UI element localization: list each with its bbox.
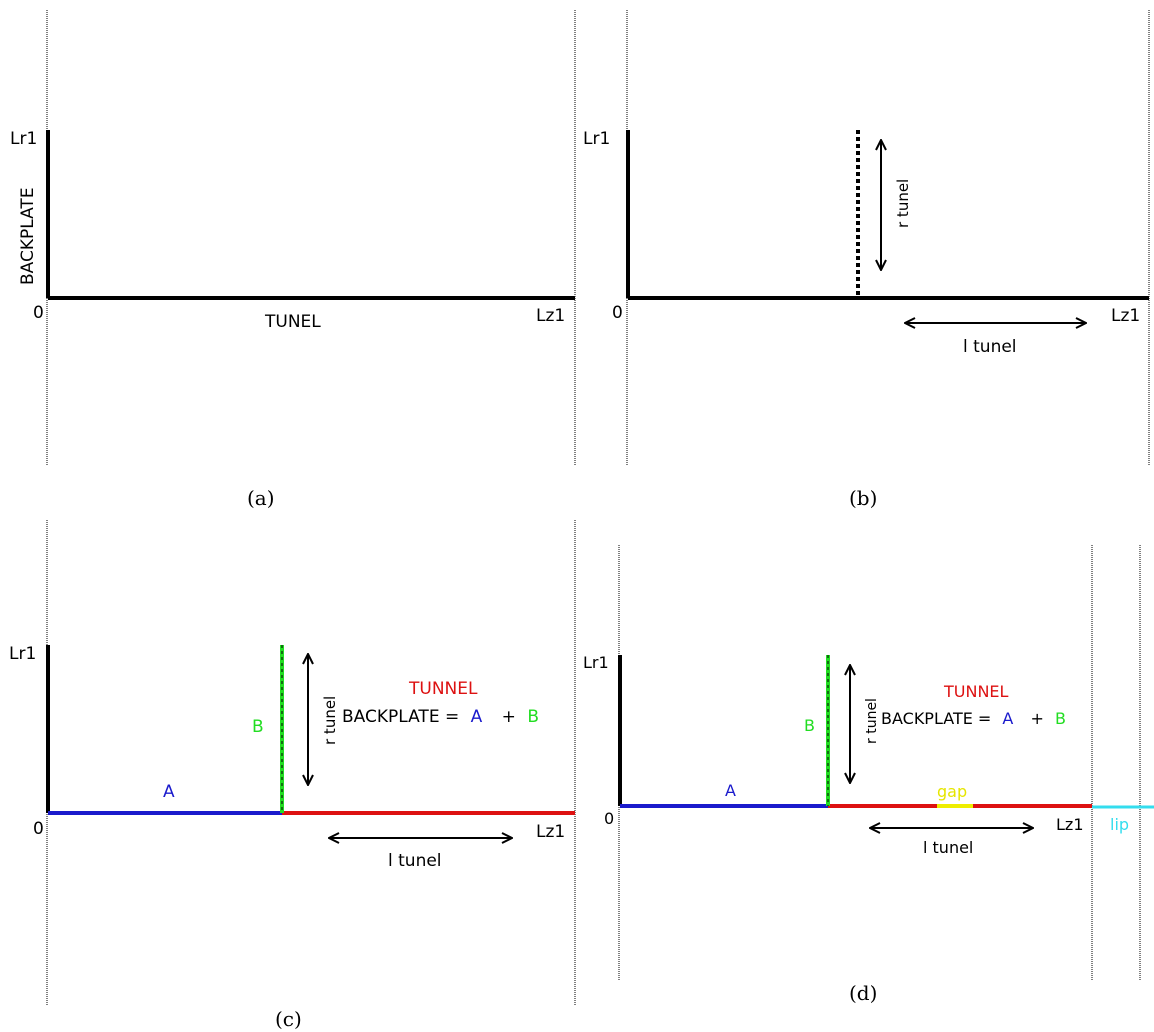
origin-label: 0	[612, 303, 623, 323]
lr1-label: Lr1	[583, 653, 609, 672]
eq-a-term: A	[1002, 709, 1013, 728]
r-tunel-label: r tunel	[864, 698, 880, 744]
l-tunel-label: l tunel	[963, 337, 1017, 357]
backplate-eq-label: BACKPLATE =	[881, 709, 991, 728]
lz1-label: Lz1	[1111, 306, 1140, 326]
eq-b-term: B	[1055, 709, 1066, 728]
panel-caption: (a)	[247, 486, 275, 510]
panel-b: Lr1 r tunel 0 Lz1 l tunel (b)	[583, 10, 1150, 510]
backplate-eq-label: BACKPLATE =	[342, 707, 459, 727]
lz1-label: Lz1	[536, 822, 565, 842]
panel-caption: (d)	[849, 981, 877, 1005]
eq-a-term: A	[471, 707, 483, 727]
r-tunel-label: r tunel	[894, 179, 912, 228]
panel-d: Lr1 TUNNEL B r tunel BACKPLATE = A + B A…	[583, 545, 1154, 1005]
l-tunel-label: l tunel	[923, 838, 973, 857]
lip-label: lip	[1110, 815, 1129, 834]
backplate-label: BACKPLATE	[18, 187, 38, 285]
b-label: B	[804, 716, 815, 735]
panel-caption: (b)	[849, 486, 877, 510]
r-tunel-label: r tunel	[321, 696, 339, 745]
panel-c: Lr1 TUNNEL B r tunel BACKPLATE = A + B A…	[9, 520, 576, 1031]
gap-label: gap	[937, 782, 967, 801]
tunnel-label: TUNNEL	[408, 679, 478, 699]
panel-caption: (c)	[275, 1007, 302, 1031]
eq-b-term: B	[527, 707, 539, 727]
b-label: B	[252, 717, 264, 737]
lr1-label: Lr1	[10, 129, 37, 149]
eq-plus-sign: +	[502, 707, 516, 727]
tunnel-label: TUNNEL	[943, 682, 1009, 701]
lz1-label: Lz1	[1056, 815, 1084, 834]
a-label: A	[163, 782, 175, 802]
lr1-label: Lr1	[9, 644, 36, 664]
backplate-equation: BACKPLATE = A + B	[881, 709, 1066, 728]
lr1-label: Lr1	[583, 129, 610, 149]
origin-label: 0	[33, 819, 44, 839]
l-tunel-label: l tunel	[388, 851, 442, 871]
origin-label: 0	[604, 809, 614, 828]
eq-plus-sign: +	[1030, 709, 1043, 728]
a-label: A	[725, 781, 736, 800]
backplate-equation: BACKPLATE = A + B	[342, 707, 539, 727]
origin-label: 0	[33, 303, 44, 323]
lz1-label: Lz1	[536, 306, 565, 326]
tunel-label: TUNEL	[264, 312, 321, 332]
panel-a: Lr1 BACKPLATE 0 TUNEL Lz1 (a)	[10, 10, 576, 510]
